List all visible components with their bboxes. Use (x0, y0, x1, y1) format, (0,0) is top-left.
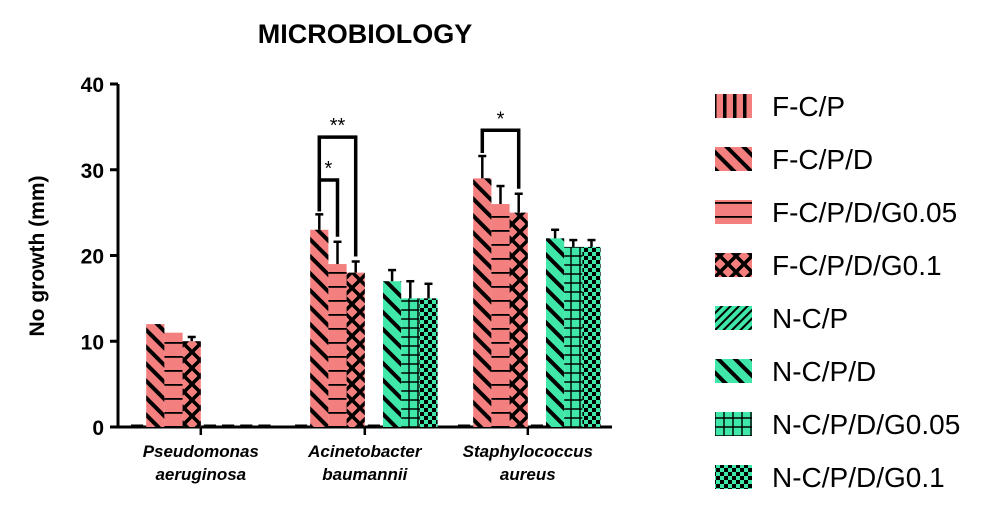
bar (182, 335, 201, 427)
significance-label: * (325, 158, 333, 180)
bar (491, 184, 510, 427)
x-tick-label: Acinetobacter (307, 442, 423, 461)
x-tick-label: Pseudomonas (143, 442, 259, 461)
y-tick-label: 0 (92, 417, 104, 440)
significance-label: * (497, 108, 505, 130)
legend-item: F-C/P/D (715, 144, 873, 175)
bar-pattern (401, 298, 420, 427)
bar-pattern (564, 246, 583, 427)
y-tick-label: 20 (81, 246, 104, 269)
bar (346, 260, 365, 427)
legend-swatch-pattern (715, 200, 752, 224)
bar-pattern (546, 238, 565, 427)
legend-swatch-pattern (715, 412, 752, 436)
legend-swatch-pattern (715, 465, 752, 489)
bar (419, 282, 438, 427)
y-axis-label: No growth (mm) (26, 176, 49, 337)
legend-item: F-C/P/D/G0.1 (715, 250, 942, 281)
bar (509, 192, 528, 427)
legend-item: N-C/P (715, 303, 848, 334)
x-tick-label: baumannii (322, 465, 408, 484)
bar-pattern (491, 204, 510, 427)
y-tick-label: 40 (81, 74, 104, 97)
bar (310, 213, 329, 427)
bar-pattern (419, 298, 438, 427)
bar (383, 268, 402, 427)
legend-swatch-pattern (715, 306, 752, 330)
legend-label: N-C/P/D (772, 356, 876, 387)
y-tick-label: 30 (81, 160, 104, 183)
y-tick-label: 10 (81, 331, 104, 354)
bar (564, 238, 583, 427)
significance-bracket (480, 128, 521, 189)
bar (473, 154, 492, 427)
x-tick-label: Staphylococcus (463, 442, 593, 461)
legend-label: N-C/P/D/G0.05 (772, 409, 960, 440)
legend-label: F-C/P (772, 91, 845, 122)
legend-label: F-C/P/D/G0.05 (772, 197, 957, 228)
x-tick-label: aureus (500, 465, 556, 484)
legend-item: N-C/P/D (715, 356, 876, 387)
bar (546, 228, 565, 427)
significance-bracket (317, 135, 358, 257)
legend-item: N-C/P/D/G0.05 (715, 409, 960, 440)
legend-item: N-C/P/D/G0.1 (715, 462, 945, 493)
bar (401, 279, 420, 427)
bar-pattern (146, 324, 165, 427)
bar-pattern (582, 246, 601, 427)
legend-swatch-pattern (715, 359, 752, 383)
bar (164, 332, 183, 427)
chart-title: MICROBIOLOGY (258, 19, 473, 49)
bar-pattern (310, 229, 329, 427)
legend-label: N-C/P (772, 303, 848, 334)
bar-pattern (182, 341, 201, 427)
bar-pattern (328, 264, 347, 427)
bar-pattern (164, 332, 183, 427)
legend-label: F-C/P/D/G0.1 (772, 250, 942, 281)
x-tick-label: aeruginosa (155, 465, 246, 484)
legend-swatch-pattern (715, 147, 752, 171)
legend-swatch-pattern (715, 253, 752, 277)
significance-label: ** (330, 115, 346, 137)
bar-pattern (509, 212, 528, 427)
bar (582, 238, 601, 427)
bar-pattern (346, 272, 365, 427)
bar (146, 324, 165, 427)
bar-pattern (473, 178, 492, 427)
legend-label: F-C/P/D (772, 144, 873, 175)
legend-label: N-C/P/D/G0.1 (772, 462, 945, 493)
significance-bracket (317, 178, 340, 237)
legend-item: F-C/P (715, 91, 845, 122)
legend-item: F-C/P/D/G0.05 (715, 197, 957, 228)
bar-pattern (383, 281, 402, 427)
bar (328, 240, 347, 427)
legend-swatch-pattern (715, 94, 752, 118)
